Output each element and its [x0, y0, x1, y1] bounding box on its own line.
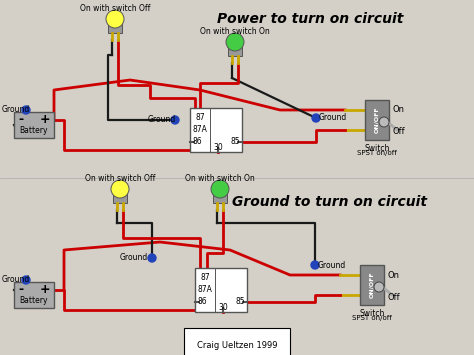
Text: Switch: Switch [365, 144, 390, 153]
Circle shape [311, 261, 319, 269]
Text: 87A: 87A [198, 285, 212, 295]
Text: ON/OFF: ON/OFF [370, 272, 374, 298]
Bar [195, 268, 247, 312]
Text: Ground: Ground [318, 261, 346, 269]
Text: Ground: Ground [2, 105, 30, 115]
Text: 86: 86 [192, 137, 202, 147]
Text: +: + [40, 113, 50, 126]
Circle shape [148, 254, 156, 262]
Bar [213, 187, 227, 203]
Circle shape [379, 117, 389, 127]
Text: 85: 85 [230, 137, 240, 147]
Circle shape [111, 180, 129, 198]
Text: +: + [40, 283, 50, 296]
Text: On: On [393, 105, 405, 115]
Text: Ground: Ground [2, 275, 30, 284]
Text: Off: Off [388, 293, 401, 301]
Text: Off: Off [393, 127, 406, 137]
Bar [14, 112, 54, 138]
Text: On with switch Off: On with switch Off [85, 174, 155, 183]
Text: 87A: 87A [192, 126, 208, 135]
Circle shape [374, 282, 384, 292]
Text: Ground: Ground [319, 114, 347, 122]
Bar [365, 100, 389, 140]
Text: On with switch On: On with switch On [185, 174, 255, 183]
Text: SPST on/off: SPST on/off [352, 315, 392, 321]
Text: Ground: Ground [120, 253, 148, 262]
Text: Switch: Switch [359, 309, 385, 318]
Circle shape [211, 180, 229, 198]
Text: ON/OFF: ON/OFF [374, 107, 380, 133]
Bar [360, 265, 384, 305]
Text: On with switch Off: On with switch Off [80, 4, 150, 13]
Circle shape [171, 116, 179, 124]
Text: Power to turn on circuit: Power to turn on circuit [217, 12, 403, 26]
Text: Battery: Battery [20, 296, 48, 305]
Circle shape [22, 106, 30, 114]
Text: 85: 85 [235, 297, 245, 306]
Bar [113, 187, 127, 203]
Text: -: - [18, 283, 24, 296]
Text: On: On [388, 271, 400, 279]
Text: 86: 86 [197, 297, 207, 306]
Text: On with switch On: On with switch On [200, 27, 270, 36]
Circle shape [106, 10, 124, 28]
Text: -: - [18, 113, 24, 126]
Circle shape [22, 276, 30, 284]
Circle shape [312, 114, 320, 122]
Text: 87: 87 [195, 114, 205, 122]
Bar [14, 282, 54, 308]
Circle shape [226, 33, 244, 51]
Text: Ground to turn on circuit: Ground to turn on circuit [233, 195, 428, 209]
Text: SPST on/off: SPST on/off [357, 150, 397, 156]
Text: 30: 30 [218, 304, 228, 312]
Text: 87: 87 [200, 273, 210, 283]
Text: Battery: Battery [20, 126, 48, 135]
Bar [228, 40, 242, 56]
Text: 30: 30 [213, 143, 223, 153]
Bar [108, 17, 122, 33]
Text: Craig Ueltzen 1999: Craig Ueltzen 1999 [197, 340, 277, 350]
Bar [190, 108, 242, 152]
Text: Ground: Ground [148, 115, 176, 125]
